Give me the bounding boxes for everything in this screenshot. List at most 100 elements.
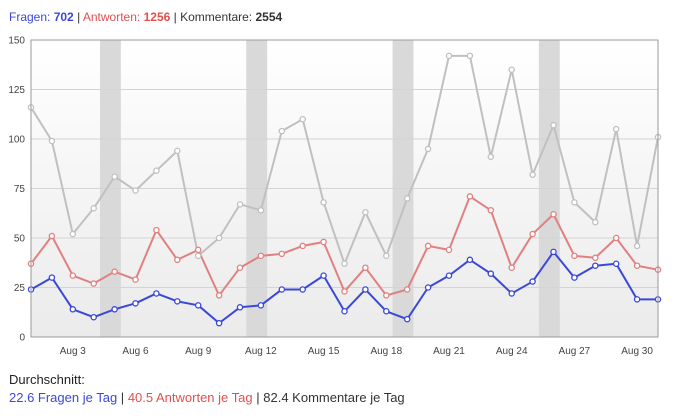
series-points: [27, 52, 662, 327]
answers-per-day[interactable]: 40.5 Antworten je Tag: [127, 390, 253, 405]
questions-label: Fragen:: [9, 10, 51, 24]
questions-data-point: [592, 262, 599, 269]
comments-data-point: [529, 171, 536, 178]
questions-data-point: [529, 278, 536, 285]
answers-data-point: [571, 252, 578, 260]
questions-data-point: [132, 300, 139, 307]
comments-per-day: 82.4 Kommentare je Tag: [263, 390, 405, 405]
questions-data-point: [362, 286, 369, 293]
answers-data-point: [153, 226, 160, 234]
answers-data-point: [299, 242, 306, 250]
y-tick-label: 50: [14, 234, 26, 245]
comments-data-point: [362, 209, 369, 216]
answers-data-point: [320, 238, 327, 246]
comments-data-point: [571, 199, 578, 206]
answers-data-point: [111, 268, 118, 275]
comments-data-point: [257, 207, 265, 214]
comments-data-point: [299, 115, 306, 123]
comments-data-point: [424, 145, 432, 153]
answers-data-point: [633, 262, 641, 269]
answers-data-point: [445, 246, 453, 254]
answers-data-point: [174, 256, 181, 264]
questions-data-point: [299, 286, 306, 293]
x-tick-label: Aug 6: [122, 346, 149, 357]
answers-data-point: [215, 292, 223, 299]
comments-data-point: [153, 167, 160, 174]
questions-data-point: [571, 274, 578, 281]
separator: |: [120, 390, 125, 405]
questions-data-point: [69, 306, 77, 313]
separator: |: [173, 10, 177, 24]
questions-data-point: [320, 272, 327, 279]
answers-data-point: [487, 207, 495, 214]
answers-data-point: [612, 234, 620, 242]
comments-data-point: [215, 234, 223, 242]
comments-data-point: [383, 252, 390, 260]
answers-data-point: [592, 254, 599, 262]
separator: |: [77, 10, 81, 24]
questions-data-point: [466, 256, 474, 264]
answers-data-point: [69, 272, 77, 279]
y-tick-label: 0: [19, 333, 25, 344]
y-tick-label: 150: [8, 36, 25, 47]
separator: |: [256, 390, 260, 405]
answers-data-point: [257, 252, 265, 260]
questions-total: 702: [53, 10, 74, 24]
answers-total: 1256: [143, 10, 171, 24]
x-tick-label: Aug 27: [559, 346, 591, 357]
comments-data-point: [466, 52, 474, 60]
questions-data-point: [341, 308, 348, 315]
comments-data-point: [612, 125, 620, 133]
comments-total: 2554: [255, 10, 283, 24]
answers-data-point: [466, 193, 474, 200]
questions-data-point: [236, 304, 244, 311]
questions-data-point: [90, 313, 97, 321]
plot-border: [30, 39, 659, 338]
x-axis-labels: Aug 3 Aug 6 Aug 9 Aug 12 Aug 15 Aug 18 Aug 21 A…: [60, 346, 654, 357]
comments-data-point: [508, 66, 515, 73]
comments-data-point: [633, 242, 641, 250]
questions-data-point: [550, 248, 557, 256]
answers-data-point: [194, 246, 202, 254]
comments-label: Kommentare:: [180, 10, 253, 24]
answers-data-point: [403, 286, 411, 293]
questions-data-point: [174, 298, 181, 305]
x-tick-label: Aug 21: [433, 346, 465, 357]
questions-per-day[interactable]: 22.6 Fragen je Tag: [9, 390, 118, 405]
comments-data-point: [69, 230, 77, 238]
comments-data-point: [341, 260, 348, 267]
questions-data-point: [424, 284, 432, 291]
x-tick-label: Aug 18: [370, 346, 402, 357]
answers-label: Antworten:: [82, 10, 141, 24]
answers-data-point: [383, 292, 390, 299]
averages-title: Durchschnitt:: [9, 372, 85, 387]
comments-data-point: [320, 199, 327, 206]
comments-data-point: [111, 173, 118, 180]
questions-data-point: [445, 272, 453, 279]
summary-bar: Fragen: 702 | Antworten: 1256 | Kommenta…: [9, 10, 282, 24]
comments-data-point: [194, 252, 202, 260]
questions-data-point: [633, 296, 641, 303]
y-tick-label: 100: [8, 135, 25, 146]
questions-data-point: [612, 260, 620, 267]
questions-data-point: [194, 302, 202, 309]
questions-data-point: [48, 274, 56, 281]
x-tick-label: Aug 15: [308, 346, 340, 357]
answers-data-point: [529, 230, 536, 238]
answers-data-point: [90, 280, 97, 287]
answers-data-point: [362, 264, 369, 271]
answers-data-point: [132, 276, 139, 283]
questions-data-point: [257, 302, 265, 309]
comments-data-point: [48, 137, 56, 145]
x-tick-label: Aug 3: [60, 346, 87, 357]
y-tick-label: 125: [8, 85, 25, 96]
comments-data-point: [90, 205, 97, 212]
comments-data-point: [278, 127, 286, 135]
questions-data-point: [215, 319, 223, 327]
comments-data-point: [132, 187, 139, 194]
questions-data-point: [383, 308, 390, 315]
comments-data-point: [592, 218, 599, 226]
answers-data-point: [278, 250, 286, 258]
comments-data-point: [174, 147, 181, 155]
